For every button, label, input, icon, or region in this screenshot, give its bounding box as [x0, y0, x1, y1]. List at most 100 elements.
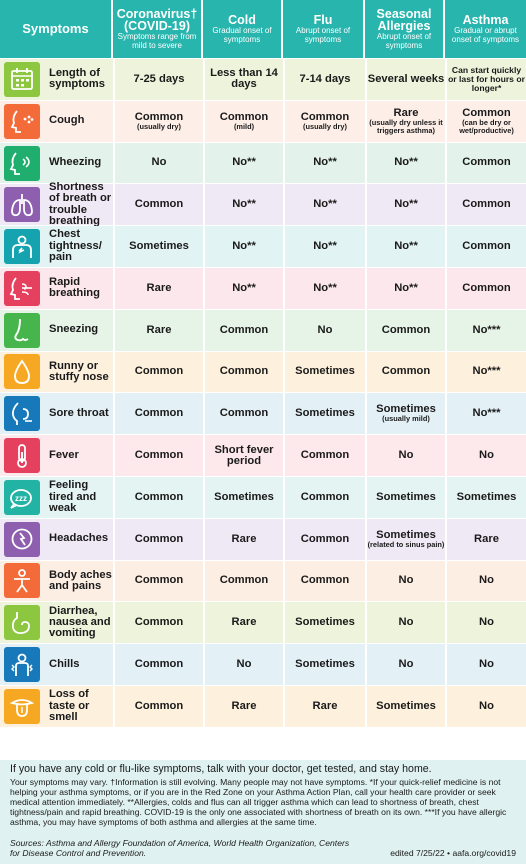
table-cell: No	[445, 602, 526, 644]
table-cell: 7-25 days	[113, 59, 203, 100]
table-cell: Common (usually dry)	[113, 100, 203, 142]
table-cell: Common	[113, 351, 203, 393]
table-cell: Common (mild)	[203, 100, 283, 142]
icon-cell	[0, 143, 44, 184]
cell-value: No**	[394, 198, 418, 211]
table-cell: No**	[203, 226, 283, 267]
table-row: zzz Feeling tired and weak Common Sometimes…	[0, 476, 526, 519]
table-cell: Rare	[283, 685, 365, 727]
footer-edited: edited 7/25/22 • aafa.org/covid19	[390, 848, 516, 858]
sore-throat-icon	[4, 396, 40, 432]
table-cell: Short fever period	[203, 435, 283, 476]
table-cell: Common	[203, 560, 283, 602]
cell-value: No	[479, 574, 494, 587]
table-row: Rapid breathing Rare No** No** No** Common	[0, 267, 526, 310]
cell-value: No	[236, 658, 252, 671]
cell-value: Common	[300, 110, 350, 123]
cell-value: No**	[313, 198, 337, 211]
table-cell: Common	[113, 184, 203, 226]
table-cell: Sometimes	[365, 476, 445, 518]
cell-value: Common	[134, 699, 184, 712]
table-cell: Less than 14 days	[203, 59, 283, 100]
icon-cell	[0, 686, 44, 727]
symptom-label: Fever	[49, 448, 79, 461]
cell-value: Common	[462, 198, 511, 211]
cell-value: No	[479, 449, 494, 462]
table-cell: No**	[283, 267, 365, 309]
table-cell: No	[365, 644, 445, 685]
footer-notes: Your symptoms may vary. †Information is …	[10, 776, 507, 827]
cell-value: Sometimes	[129, 240, 189, 253]
header-covid-subtitle: Symptoms range from mild to severe	[117, 31, 197, 50]
table-row: Fever Common Short fever period Common No No	[0, 435, 526, 477]
table-cell: No	[445, 560, 526, 602]
table-cell: No**	[283, 184, 365, 226]
header-covid: Coronavirus† (COVID-19) Symptoms range f…	[113, 0, 203, 58]
cell-value: No**	[313, 156, 337, 169]
header-symptoms-label: Symptoms	[22, 21, 89, 36]
table-cell: Common	[113, 602, 203, 644]
cell-value: Rare	[146, 281, 172, 294]
cell-value: Common	[134, 574, 184, 587]
tired-icon: zzz	[4, 479, 40, 515]
symptom-label: Diarrhea, nausea and vomiting	[49, 604, 111, 640]
lungs-icon	[4, 187, 40, 223]
droplet-icon	[4, 354, 40, 390]
symptom-label: Body aches and pains	[49, 568, 112, 592]
symptom-label: Sneezing	[49, 323, 99, 336]
cell-value: Sometimes	[295, 365, 355, 378]
header-allergies-title: Seasonal Allergies	[376, 6, 432, 33]
header-allergies: Seasonal Allergies Abrupt onset of sympt…	[365, 0, 445, 58]
header-flu: Flu Abrupt onset of symptoms	[283, 0, 365, 58]
table-cell: Common	[445, 142, 526, 184]
header-asthma-subtitle: Gradual or abrupt onset of symptoms	[451, 25, 520, 44]
cell-value: Common	[300, 490, 350, 503]
cell-value: Sometimes	[376, 403, 436, 416]
table-cell: Sometimes	[283, 393, 365, 435]
table-cell: Common	[203, 393, 283, 435]
calendar-icon	[4, 61, 40, 97]
table-cell: No	[283, 309, 365, 351]
table-cell: No***	[445, 309, 526, 351]
cell-value: No	[151, 156, 167, 169]
rapid-breathing-icon	[4, 270, 40, 306]
table-row: Wheezing No No** No** No** Common	[0, 142, 526, 185]
table-cell: No	[365, 602, 445, 644]
table-row: Chills Common No Sometimes No No	[0, 644, 526, 686]
symptom-label: Sore throat	[49, 407, 109, 420]
cell-value: Common	[134, 658, 184, 671]
cell-value: Common	[134, 110, 184, 123]
table-cell: No	[365, 560, 445, 602]
cough-icon	[4, 103, 40, 139]
cell-value: Common	[134, 490, 184, 503]
table-cell: Sometimes	[445, 476, 526, 518]
symptom-label: Wheezing	[49, 156, 102, 169]
table-cell: Common	[113, 644, 203, 685]
cell-value: Common	[300, 574, 350, 587]
table-row: Body aches and pains Common Common Common No…	[0, 560, 526, 603]
symptom-label: Chest tightness/ pain	[49, 228, 102, 264]
table-cell: Rare	[203, 685, 283, 727]
table-cell: No**	[203, 142, 283, 184]
header-symptoms: Symptoms	[0, 0, 113, 58]
table-cell: Common	[365, 351, 445, 393]
table-cell: No**	[365, 267, 445, 309]
cell-value: Sometimes	[295, 616, 355, 629]
cell-value: No**	[232, 240, 256, 253]
table-row: Length of symptoms 7-25 days Less than 14 …	[0, 59, 526, 101]
cell-value: Rare	[231, 616, 257, 629]
table-cell: Common	[445, 226, 526, 267]
icon-cell	[0, 519, 44, 560]
table-cell: No**	[203, 267, 283, 309]
table-cell: No***	[445, 351, 526, 393]
thermometer-icon	[4, 438, 40, 474]
table-cell: No***	[445, 393, 526, 435]
table-row: Cough Common (usually dry) Common (mild) Comm…	[0, 100, 526, 143]
symptom-label: Headaches	[49, 532, 109, 545]
table-row: Sneezing Rare Common No Common No***	[0, 309, 526, 352]
table-row: Shortness of breath or trouble breathing…	[0, 181, 526, 227]
cell-value: Sometimes	[214, 490, 274, 503]
table-cell: Common (usually dry)	[283, 100, 365, 142]
cell-value: No**	[232, 281, 256, 294]
